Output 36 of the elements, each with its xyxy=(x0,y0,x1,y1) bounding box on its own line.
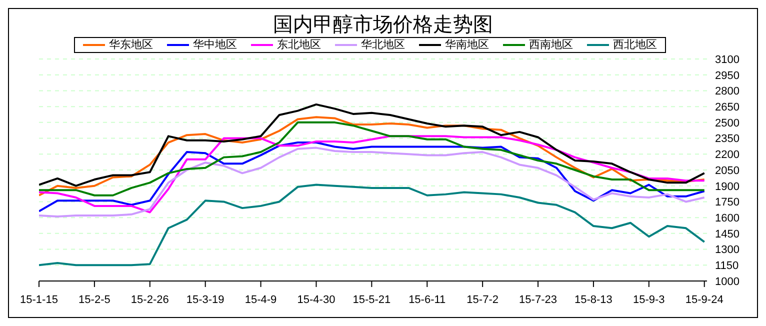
x-tick-label: 15-1-15 xyxy=(20,294,58,306)
legend-label: 华东地区 xyxy=(109,39,153,51)
x-tick-label: 15-7-2 xyxy=(466,294,498,306)
y-tick-label: 2800 xyxy=(715,86,740,98)
y-tick-label: 1150 xyxy=(715,260,739,272)
y-tick-label: 2200 xyxy=(715,149,740,162)
y-tick-label: 2500 xyxy=(715,117,740,130)
y-tick-label: 2950 xyxy=(715,70,740,82)
chart-title: 国内甲醇市场价格走势图 xyxy=(272,13,494,37)
x-tick-label: 15-9-3 xyxy=(633,294,665,306)
x-tick-label: 15-2-26 xyxy=(130,294,169,306)
y-tick-label: 3100 xyxy=(715,54,740,66)
legend-label: 华南地区 xyxy=(445,39,489,51)
y-tick-label: 1900 xyxy=(715,180,740,193)
y-tick-label: 1600 xyxy=(715,212,740,224)
y-tick-label: 1750 xyxy=(715,196,740,209)
legend-label: 华北地区 xyxy=(361,39,405,51)
legend-label: 东北地区 xyxy=(277,39,321,51)
legend-label: 西北地区 xyxy=(613,39,657,51)
x-tick-label: 15-2-5 xyxy=(78,294,110,306)
x-tick-label: 15-4-30 xyxy=(297,294,336,306)
y-tick-label: 1450 xyxy=(715,228,740,240)
y-tick-label: 1300 xyxy=(715,244,740,256)
y-tick-label: 2350 xyxy=(715,133,740,146)
y-tick-label: 2650 xyxy=(715,101,740,114)
x-tick-label: 15-6-11 xyxy=(408,294,446,306)
x-tick-label: 15-7-23 xyxy=(519,294,557,306)
y-tick-label: 1000 xyxy=(715,276,740,288)
x-tick-label: 15-5-21 xyxy=(352,294,391,306)
x-tick-label: 15-4-9 xyxy=(244,294,277,306)
x-tick-label: 15-8-13 xyxy=(574,294,612,306)
x-tick-label: 15-3-19 xyxy=(186,294,224,306)
x-tick-label: 15-9-24 xyxy=(685,294,724,306)
y-tick-label: 2050 xyxy=(715,164,740,177)
legend-label: 西南地区 xyxy=(529,39,573,51)
legend-label: 华中地区 xyxy=(193,39,237,51)
